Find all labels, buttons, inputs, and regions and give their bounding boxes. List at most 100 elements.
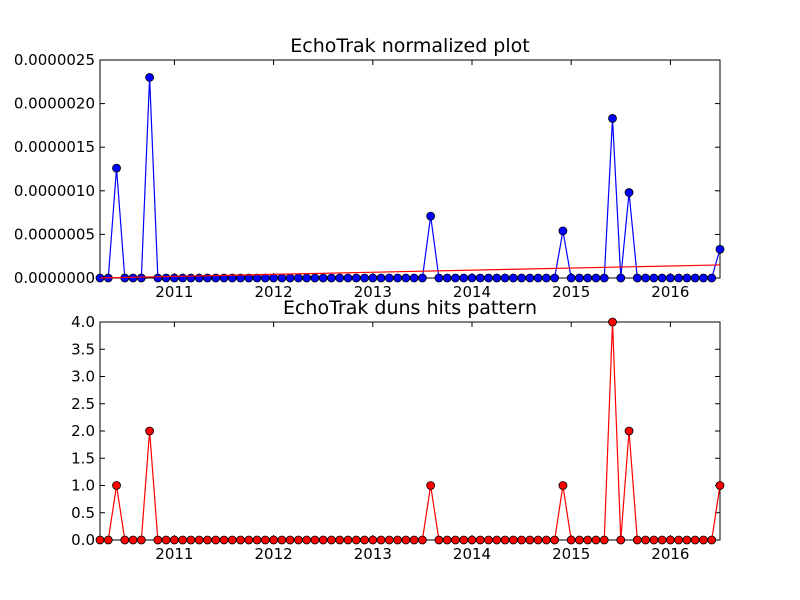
hits-plot-hits-point	[451, 535, 460, 545]
normalized-plot-y-tick-label: 0.0000000	[14, 269, 95, 287]
normalized-plot-normalized-point	[426, 211, 436, 221]
normalized-plot-normalized-point	[318, 273, 328, 283]
normalized-plot-x-tick-label: 2014	[453, 283, 491, 301]
hits-plot-x-tick-label: 2016	[651, 545, 689, 563]
normalized-plot-normalized-point	[467, 273, 477, 283]
normalized-plot-normalized-point	[459, 273, 469, 283]
hits-plot-hits-point	[136, 535, 146, 545]
normalized-plot-y-tick-label: 0.0000015	[14, 138, 95, 156]
hits-plot-hits-point	[293, 535, 303, 545]
normalized-plot-normalized-point	[351, 273, 361, 283]
hits-plot-hits-point	[186, 535, 196, 545]
hits-plot-x-tick-label: 2015	[552, 545, 590, 563]
hits-plot-hits-point	[632, 535, 642, 545]
hits-plot-hits-point	[690, 535, 700, 545]
hits-plot-hits-point	[409, 535, 419, 545]
normalized-plot-normalized-point	[608, 114, 617, 123]
hits-plot-hits-point	[417, 535, 427, 545]
hits-plot-hits-point	[376, 535, 386, 545]
normalized-plot-normalized-point	[451, 273, 460, 283]
hits-plot-hits-point	[608, 317, 617, 327]
hits-plot-hits-point	[219, 535, 229, 545]
hits-plot-hits-point	[351, 535, 361, 545]
hits-plot-hits-point	[401, 535, 411, 545]
hits-plot-y-tick-label: 3.5	[71, 340, 95, 358]
normalized-plot-normalized-point	[583, 273, 593, 283]
normalized-plot-normalized-point	[641, 273, 650, 283]
normalized-plot-normalized-point	[533, 273, 543, 283]
normalized-plot-normalized-point	[682, 273, 692, 283]
normalized-plot-y-tick-label: 0.0000025	[14, 51, 95, 69]
normalized-plot-normalized-point	[699, 273, 708, 283]
hits-plot-hits-point	[310, 535, 320, 545]
hits-plot-hits-point	[277, 535, 287, 545]
hits-plot-hits-point	[550, 535, 560, 545]
hits-plot-hits-point	[244, 535, 254, 545]
normalized-plot-normalized-point	[558, 226, 568, 236]
hits-plot-y-tick-label: 1.5	[71, 449, 95, 467]
hits-plot-y-tick-label: 1.0	[71, 477, 95, 495]
hits-plot-y-tick-label: 2.0	[71, 422, 95, 440]
hits-plot-y-tick-label: 3.0	[71, 368, 95, 386]
hits-plot-y-tick-label: 2.5	[71, 395, 95, 413]
hits-plot-hits-point	[616, 535, 626, 545]
normalized-plot-x-tick-label: 2012	[255, 283, 293, 301]
hits-plot-hits-point	[269, 535, 278, 545]
hits-plot-y-tick-label: 4.0	[71, 313, 95, 331]
hits-plot-hits-point	[128, 535, 138, 545]
normalized-plot-normalized-point	[707, 273, 717, 283]
normalized-plot-axes: EchoTrak normalized plot 2011 2012 2013 201…	[14, 35, 725, 301]
normalized-plot-normalized-point	[649, 273, 659, 283]
hits-plot-hits-point	[302, 535, 312, 545]
normalized-plot-normalized-point	[657, 273, 667, 283]
normalized-plot-normalized-point	[715, 244, 725, 254]
normalized-plot-normalized-point	[525, 273, 535, 283]
hits-plot-series	[95, 317, 725, 545]
normalized-plot-normalized-point	[401, 273, 411, 283]
hits-plot-hits-point	[178, 535, 188, 545]
normalized-plot-normalized-point	[417, 273, 427, 283]
normalized-plot-normalized-point	[541, 273, 551, 283]
normalized-plot-x-ticks: 2011 2012 2013 2014 2015 2016	[155, 60, 689, 301]
normalized-plot-normalized-point	[616, 273, 626, 283]
normalized-plot-normalized-point	[517, 273, 526, 283]
normalized-plot-x-tick-label: 2015	[552, 283, 590, 301]
hits-plot-hits-point	[112, 481, 121, 490]
normalized-plot-normalized-point	[169, 273, 179, 283]
normalized-plot-normalized-point	[674, 273, 684, 283]
hits-plot-hits-point	[492, 535, 502, 545]
normalized-plot-normalized-point	[475, 273, 485, 283]
hits-plot-hits-point	[475, 535, 485, 545]
hits-plot-hits-point	[145, 426, 155, 436]
normalized-plot-normalized-point	[575, 273, 584, 283]
normalized-plot-x-tick-label: 2011	[155, 283, 193, 301]
hits-plot-hits-point	[665, 535, 675, 545]
normalized-plot-x-tick-label: 2016	[651, 283, 689, 301]
hits-plot-hits-point	[211, 535, 221, 545]
normalized-plot-y-tick-label: 0.0000005	[14, 225, 95, 243]
normalized-plot-normalized-point	[335, 273, 345, 283]
hits-plot-hits-point	[335, 535, 345, 545]
hits-plot-hits-point	[459, 535, 469, 545]
normalized-plot-normalized-point	[500, 273, 510, 283]
hits-plot-y-tick-label: 0.0	[71, 531, 95, 549]
normalized-plot-normalized-point	[145, 73, 155, 82]
hits-plot-hits-point	[103, 535, 113, 545]
normalized-plot-frame	[99, 59, 721, 279]
hits-plot-hits-point	[227, 535, 237, 545]
normalized-plot-normalized-point	[186, 273, 196, 283]
hits-plot-hits-point	[327, 535, 336, 545]
hits-plot-hits-point	[360, 535, 369, 545]
normalized-plot-normalized-point	[624, 188, 634, 197]
hits-plot-hits-point	[500, 535, 510, 545]
normalized-plot-x-tick-label: 2013	[354, 283, 392, 301]
hits-plot-hits-point	[558, 481, 568, 490]
hits-plot-hits-point	[236, 535, 245, 545]
hits-plot-hits-point	[161, 535, 171, 545]
hits-plot-hits-point	[624, 426, 634, 436]
hits-plot-hits-point	[591, 535, 601, 545]
normalized-plot-normalized-point	[434, 273, 444, 283]
hits-plot-x-tick-label: 2014	[453, 545, 491, 563]
hits-plot-hits-point	[484, 535, 493, 545]
hits-plot-hits-point	[467, 535, 477, 545]
